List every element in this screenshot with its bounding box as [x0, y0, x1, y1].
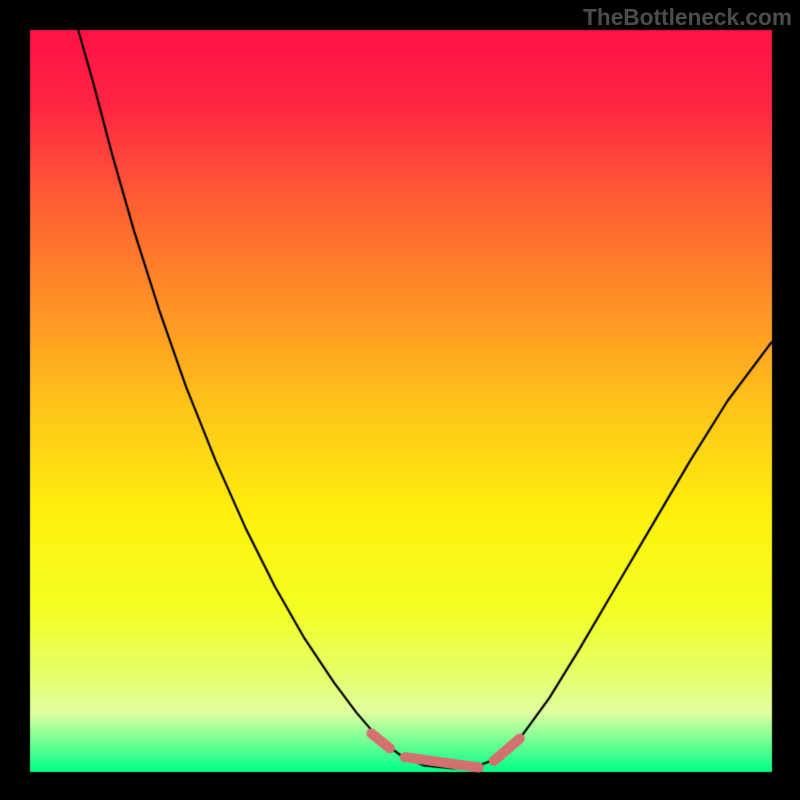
bottleneck-chart: [0, 0, 800, 800]
watermark-text: TheBottleneck.com: [583, 4, 792, 31]
